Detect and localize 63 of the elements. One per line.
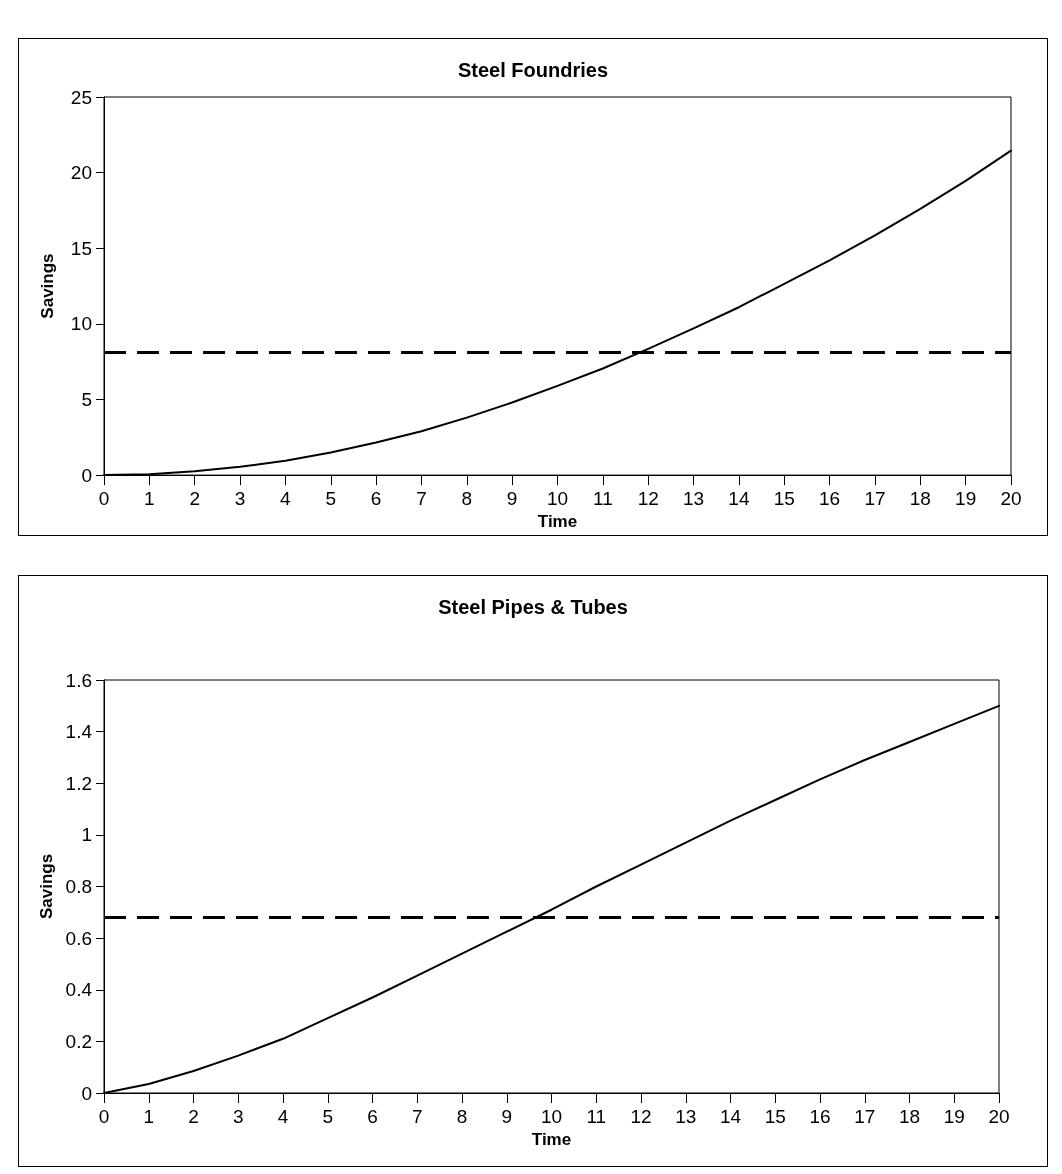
x-tick-label: 19 [955, 488, 977, 510]
x-tick-label: 4 [280, 488, 292, 510]
y-tick-label: 0.2 [65, 1030, 92, 1052]
y-tick-label: 10 [70, 313, 92, 335]
x-tick-label: 12 [630, 1106, 652, 1127]
x-tick-label: 14 [719, 1106, 742, 1127]
y-tick-label: 25 [70, 86, 92, 108]
x-tick-label: 3 [232, 1106, 244, 1127]
y-tick-label: 0.6 [65, 927, 92, 949]
x-tick-label: 13 [682, 488, 705, 510]
y-tick-label: 0.8 [65, 876, 92, 897]
x-tick-label: 1 [144, 488, 155, 510]
x-tick-label: 11 [592, 488, 613, 510]
x-tick-label: 14 [728, 488, 750, 510]
y-tick-label: 1.2 [65, 772, 92, 794]
x-tick-label: 20 [988, 1106, 1010, 1127]
y-tick-label: 0 [81, 1082, 92, 1104]
x-tick-label: 7 [411, 1106, 423, 1127]
x-tick-label: 10 [540, 1106, 563, 1127]
y-tick-label: 5 [81, 388, 92, 410]
x-tick-label: 16 [819, 488, 841, 510]
x-tick-label: 8 [456, 1106, 468, 1127]
x-tick-label: 5 [322, 1106, 334, 1127]
x-tick-label: 4 [277, 1106, 289, 1127]
y-tick-label: 1.6 [65, 669, 92, 691]
x-tick-label: 12 [637, 488, 659, 510]
y-tick-label: 20 [70, 162, 92, 184]
x-tick-label: 0 [98, 488, 110, 510]
y-tick-label: 1 [81, 824, 92, 846]
x-tick-label: 6 [370, 488, 382, 510]
x-tick-label: 18 [898, 1106, 921, 1127]
y-axis-title: Savings [36, 853, 56, 920]
x-tick-label: 16 [809, 1106, 831, 1127]
x-tick-label: 10 [546, 488, 569, 510]
x-tick-label: 1 [143, 1106, 155, 1127]
x-tick-label: 19 [943, 1106, 965, 1127]
chart-title: Steel Foundries [457, 59, 609, 81]
y-tick-label: 15 [70, 237, 92, 259]
x-tick-label: 2 [188, 1106, 199, 1127]
x-tick-label: 18 [909, 488, 931, 510]
y-tick-label: 0 [81, 464, 92, 486]
x-axis-title: Time [531, 1129, 572, 1149]
x-tick-label: 13 [675, 1106, 697, 1127]
x-tick-label: 11 [586, 1106, 607, 1127]
x-tick-label: 15 [764, 1106, 786, 1127]
x-tick-label: 17 [854, 1106, 876, 1127]
x-tick-label: 20 [1000, 488, 1022, 510]
x-tick-label: 5 [325, 488, 337, 510]
x-tick-label: 3 [234, 488, 246, 510]
x-tick-label: 15 [773, 488, 795, 510]
x-tick-label: 9 [501, 1106, 513, 1127]
x-axis-title: Time [537, 512, 578, 531]
y-tick-label: 0.4 [65, 979, 93, 1001]
y-axis-title: Savings [38, 253, 57, 319]
y-tick-label: 1.4 [65, 721, 93, 743]
x-tick-label: 2 [189, 488, 200, 510]
x-tick-label: 9 [506, 488, 518, 510]
x-tick-label: 17 [864, 488, 886, 510]
x-tick-label: 0 [98, 1106, 110, 1127]
x-tick-label: 7 [416, 488, 427, 510]
x-tick-label: 8 [461, 488, 473, 510]
chart-title: Steel Pipes & Tubes [438, 596, 628, 618]
x-tick-label: 6 [367, 1106, 378, 1127]
